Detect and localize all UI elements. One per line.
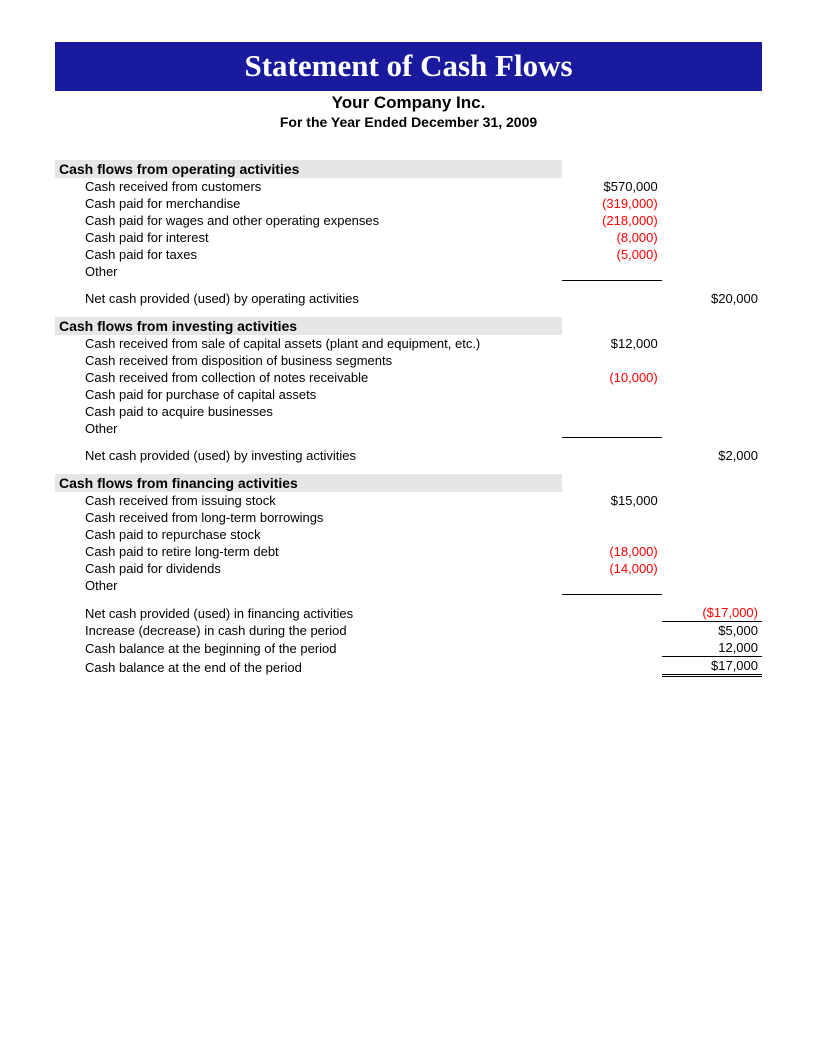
section-header-investing: Cash flows from investing activities (55, 317, 762, 335)
item-label: Cash received from sale of capital asset… (55, 335, 562, 352)
item-label: Cash paid for taxes (55, 246, 562, 263)
item-amount: (18,000) (562, 543, 662, 560)
document-title-banner: Statement of Cash Flows (55, 42, 762, 91)
item-amount: (218,000) (562, 212, 662, 229)
line-item: Cash paid to retire long-term debt(18,00… (55, 543, 762, 560)
line-item: Cash received from issuing stock$15,000 (55, 492, 762, 509)
net-total: $2,000 (662, 447, 762, 464)
item-amount (562, 526, 662, 543)
item-label: Cash received from collection of notes r… (55, 369, 562, 386)
item-amount (562, 386, 662, 403)
item-label: Other (55, 577, 562, 594)
summary-label: Cash balance at the end of the period (55, 657, 562, 676)
item-amount: $12,000 (562, 335, 662, 352)
section-title: Cash flows from financing activities (55, 474, 562, 492)
item-amount: (319,000) (562, 195, 662, 212)
item-label: Cash paid for interest (55, 229, 562, 246)
line-item: Other (55, 263, 762, 280)
item-label: Other (55, 263, 562, 280)
net-line-financing: Net cash provided (used) in financing ac… (55, 604, 762, 622)
item-label: Cash received from issuing stock (55, 492, 562, 509)
item-label: Cash paid to acquire businesses (55, 403, 562, 420)
net-label: Net cash provided (used) by investing ac… (55, 447, 562, 464)
line-item: Cash paid for wages and other operating … (55, 212, 762, 229)
line-item: Cash paid for dividends(14,000) (55, 560, 762, 577)
line-item: Cash paid for merchandise(319,000) (55, 195, 762, 212)
line-item: Cash received from collection of notes r… (55, 369, 762, 386)
line-item: Cash paid for taxes(5,000) (55, 246, 762, 263)
item-amount (562, 577, 662, 594)
net-total: $20,000 (662, 290, 762, 307)
document-title: Statement of Cash Flows (244, 48, 572, 83)
line-item: Cash paid to acquire businesses (55, 403, 762, 420)
item-label: Cash received from customers (55, 178, 562, 195)
item-label: Cash received from disposition of busine… (55, 352, 562, 369)
line-item: Cash paid for purchase of capital assets (55, 386, 762, 403)
line-item: Cash paid to repurchase stock (55, 526, 762, 543)
summary-total: 12,000 (662, 639, 762, 657)
item-amount: (10,000) (562, 369, 662, 386)
item-label: Cash paid for dividends (55, 560, 562, 577)
net-label: Net cash provided (used) in financing ac… (55, 604, 562, 622)
item-amount: (5,000) (562, 246, 662, 263)
section-title: Cash flows from investing activities (55, 317, 562, 335)
company-name: Your Company Inc. (55, 93, 762, 113)
line-item: Cash received from customers$570,000 (55, 178, 762, 195)
item-label: Cash paid for wages and other operating … (55, 212, 562, 229)
item-amount (562, 420, 662, 437)
cashflow-table: Cash flows from operating activities Cas… (55, 160, 762, 677)
item-amount (562, 263, 662, 280)
net-label: Net cash provided (used) by operating ac… (55, 290, 562, 307)
item-label: Cash paid for merchandise (55, 195, 562, 212)
item-label: Cash paid for purchase of capital assets (55, 386, 562, 403)
item-amount (562, 509, 662, 526)
item-label: Cash received from long-term borrowings (55, 509, 562, 526)
item-label: Cash paid to retire long-term debt (55, 543, 562, 560)
summary-total: $5,000 (662, 622, 762, 640)
summary-line-change: Increase (decrease) in cash during the p… (55, 622, 762, 640)
cashflow-statement: Statement of Cash Flows Your Company Inc… (0, 0, 817, 732)
item-label: Cash paid to repurchase stock (55, 526, 562, 543)
net-total: ($17,000) (662, 604, 762, 622)
item-amount (562, 403, 662, 420)
item-amount: (14,000) (562, 560, 662, 577)
summary-line-begin: Cash balance at the beginning of the per… (55, 639, 762, 657)
line-item: Cash paid for interest(8,000) (55, 229, 762, 246)
summary-label: Cash balance at the beginning of the per… (55, 639, 562, 657)
section-title: Cash flows from operating activities (55, 160, 562, 178)
item-label: Other (55, 420, 562, 437)
net-line-operating: Net cash provided (used) by operating ac… (55, 290, 762, 307)
item-amount: (8,000) (562, 229, 662, 246)
item-amount: $570,000 (562, 178, 662, 195)
summary-line-end: Cash balance at the end of the period $17… (55, 657, 762, 676)
line-item: Cash received from sale of capital asset… (55, 335, 762, 352)
line-item: Cash received from long-term borrowings (55, 509, 762, 526)
summary-label: Increase (decrease) in cash during the p… (55, 622, 562, 640)
section-header-operating: Cash flows from operating activities (55, 160, 762, 178)
line-item: Cash received from disposition of busine… (55, 352, 762, 369)
item-amount (562, 352, 662, 369)
line-item: Other (55, 420, 762, 437)
line-item: Other (55, 577, 762, 594)
net-line-investing: Net cash provided (used) by investing ac… (55, 447, 762, 464)
period-line: For the Year Ended December 31, 2009 (55, 114, 762, 130)
item-amount: $15,000 (562, 492, 662, 509)
section-header-financing: Cash flows from financing activities (55, 474, 762, 492)
summary-total: $17,000 (662, 657, 762, 676)
